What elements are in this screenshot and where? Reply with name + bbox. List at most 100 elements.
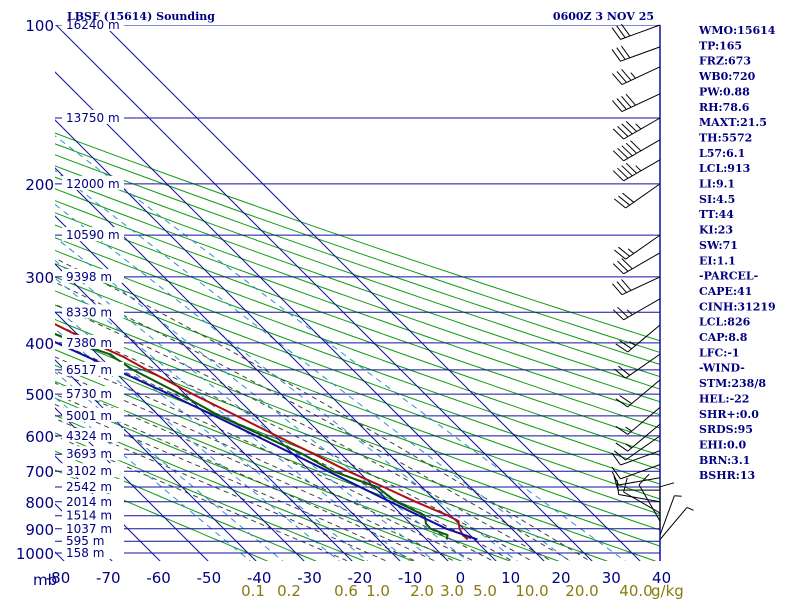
dry-adiabat <box>55 263 660 485</box>
dry-adiabat <box>55 397 463 561</box>
wind-barb-feather <box>612 263 624 275</box>
height-label: 2542 m <box>66 480 112 494</box>
wind-barb <box>623 252 661 275</box>
pressure-tick-label: 1000 <box>16 545 54 563</box>
wind-barb-feather <box>611 49 621 62</box>
height-label-bg <box>62 386 124 401</box>
mixing-ratio-unit: g/kg <box>651 582 684 600</box>
height-label: 2014 m <box>66 495 112 509</box>
wind-barb-half-feather <box>626 309 633 316</box>
dry-adiabat <box>55 143 660 353</box>
wind-barb <box>621 276 661 296</box>
isotherm <box>55 167 449 561</box>
wind-barb-feather <box>616 47 626 60</box>
dry-adiabat <box>55 188 660 403</box>
height-label: 1037 m <box>66 522 112 536</box>
index-value: SI:4.5 <box>699 193 735 206</box>
sounding-profiles <box>55 323 478 541</box>
wind-barb-feather <box>622 192 635 203</box>
wind-barb <box>621 93 661 113</box>
index-value: STM:238/8 <box>699 377 766 390</box>
dry-adiabat <box>55 469 269 561</box>
height-label: 8330 m <box>66 305 112 319</box>
wind-barb <box>620 464 661 480</box>
height-label-bg <box>62 446 124 461</box>
pressure-tick-label: 700 <box>25 463 54 481</box>
wind-barb-feather <box>621 279 632 291</box>
wind-barb <box>620 450 661 466</box>
wind-barb-feather <box>611 27 621 40</box>
temperature-tick-label: -60 <box>146 569 171 587</box>
wind-barb <box>618 494 661 503</box>
temperature-tick-label: 20 <box>551 569 570 587</box>
wind-barb-feather <box>615 343 629 353</box>
dry-adiabat <box>55 237 660 456</box>
wind-barb <box>625 183 661 209</box>
wind-barb-feather <box>619 340 632 350</box>
pressure-tick-label: 300 <box>25 269 54 287</box>
height-label: 16240 m <box>66 18 120 32</box>
dry-adiabat <box>55 318 660 547</box>
moist-adiabat <box>55 435 350 561</box>
wind-barb-feather <box>625 142 637 154</box>
height-label: 10590 m <box>66 228 120 242</box>
wind-barb-feather <box>617 147 629 159</box>
wind-barb-half-feather <box>674 495 682 497</box>
wind-barb <box>627 324 661 353</box>
indices-panel: WMO:15614 TP:165 FRZ:673 WB0:720 PW:0.88 RH:7… <box>698 24 776 482</box>
index-value: LI:9.1 <box>699 178 735 191</box>
wind-barb-feather <box>616 281 627 293</box>
wind-barb-feather <box>612 128 624 140</box>
wind-barb-half-feather <box>629 341 636 347</box>
index-value: BSHR:13 <box>699 469 755 482</box>
parcel-line <box>55 341 478 541</box>
height-label-bg <box>62 479 124 493</box>
index-value: BRN:3.1 <box>699 454 750 467</box>
wind-barb-feather <box>612 283 623 296</box>
height-label: 9398 m <box>66 270 112 284</box>
mixing-ratio-label: 40.0 <box>619 582 652 600</box>
temperature-tick-label: -30 <box>297 569 322 587</box>
index-value: TP:165 <box>699 39 742 52</box>
height-label: 3693 m <box>66 447 112 461</box>
height-label-bg <box>62 334 124 349</box>
wind-barb <box>620 46 661 62</box>
dry-adiabat <box>55 450 317 561</box>
pressure-tick-label: 500 <box>25 386 54 404</box>
wind-barb-feather <box>612 100 623 112</box>
wind-barb-feather <box>618 365 631 376</box>
temperature-line <box>55 323 469 541</box>
index-value: MAXT:21.5 <box>699 116 767 129</box>
pressure-tick-label: 900 <box>25 521 54 539</box>
wind-barb-feather <box>615 425 629 435</box>
wind-barb-feather <box>620 45 631 59</box>
height-label: 5001 m <box>66 409 112 423</box>
wind-barb <box>627 379 661 408</box>
wind-barb <box>623 491 661 514</box>
mixing-ratio-label: 0.1 <box>241 582 265 600</box>
dry-adiabat <box>55 249 660 471</box>
moist-adiabat <box>55 370 475 561</box>
dry-adiabat <box>55 200 660 416</box>
isotherm <box>55 25 593 561</box>
height-label-bg <box>62 533 124 548</box>
dry-adiabat <box>55 380 512 561</box>
wind-barb-feather <box>612 150 624 162</box>
height-label-bg <box>62 361 124 376</box>
wind-barb-feather <box>611 466 621 480</box>
height-label-bg <box>62 545 124 559</box>
grid-lines <box>55 25 660 561</box>
height-label-bg <box>62 463 124 478</box>
wind-barb-feather <box>625 93 636 106</box>
temperature-tick-label: -40 <box>247 569 272 587</box>
isotherm <box>55 311 305 561</box>
temperature-tick-label: -80 <box>46 569 71 587</box>
index-value: EI:1.1 <box>699 254 736 267</box>
wind-barb <box>638 484 661 522</box>
height-label-bg <box>62 227 124 242</box>
height-label: 595 m <box>66 534 104 548</box>
wind-barb-feather <box>621 145 633 157</box>
wind-barb <box>620 24 661 40</box>
temperature-tick-label: -70 <box>96 569 121 587</box>
wind-barb-feather <box>616 25 626 38</box>
